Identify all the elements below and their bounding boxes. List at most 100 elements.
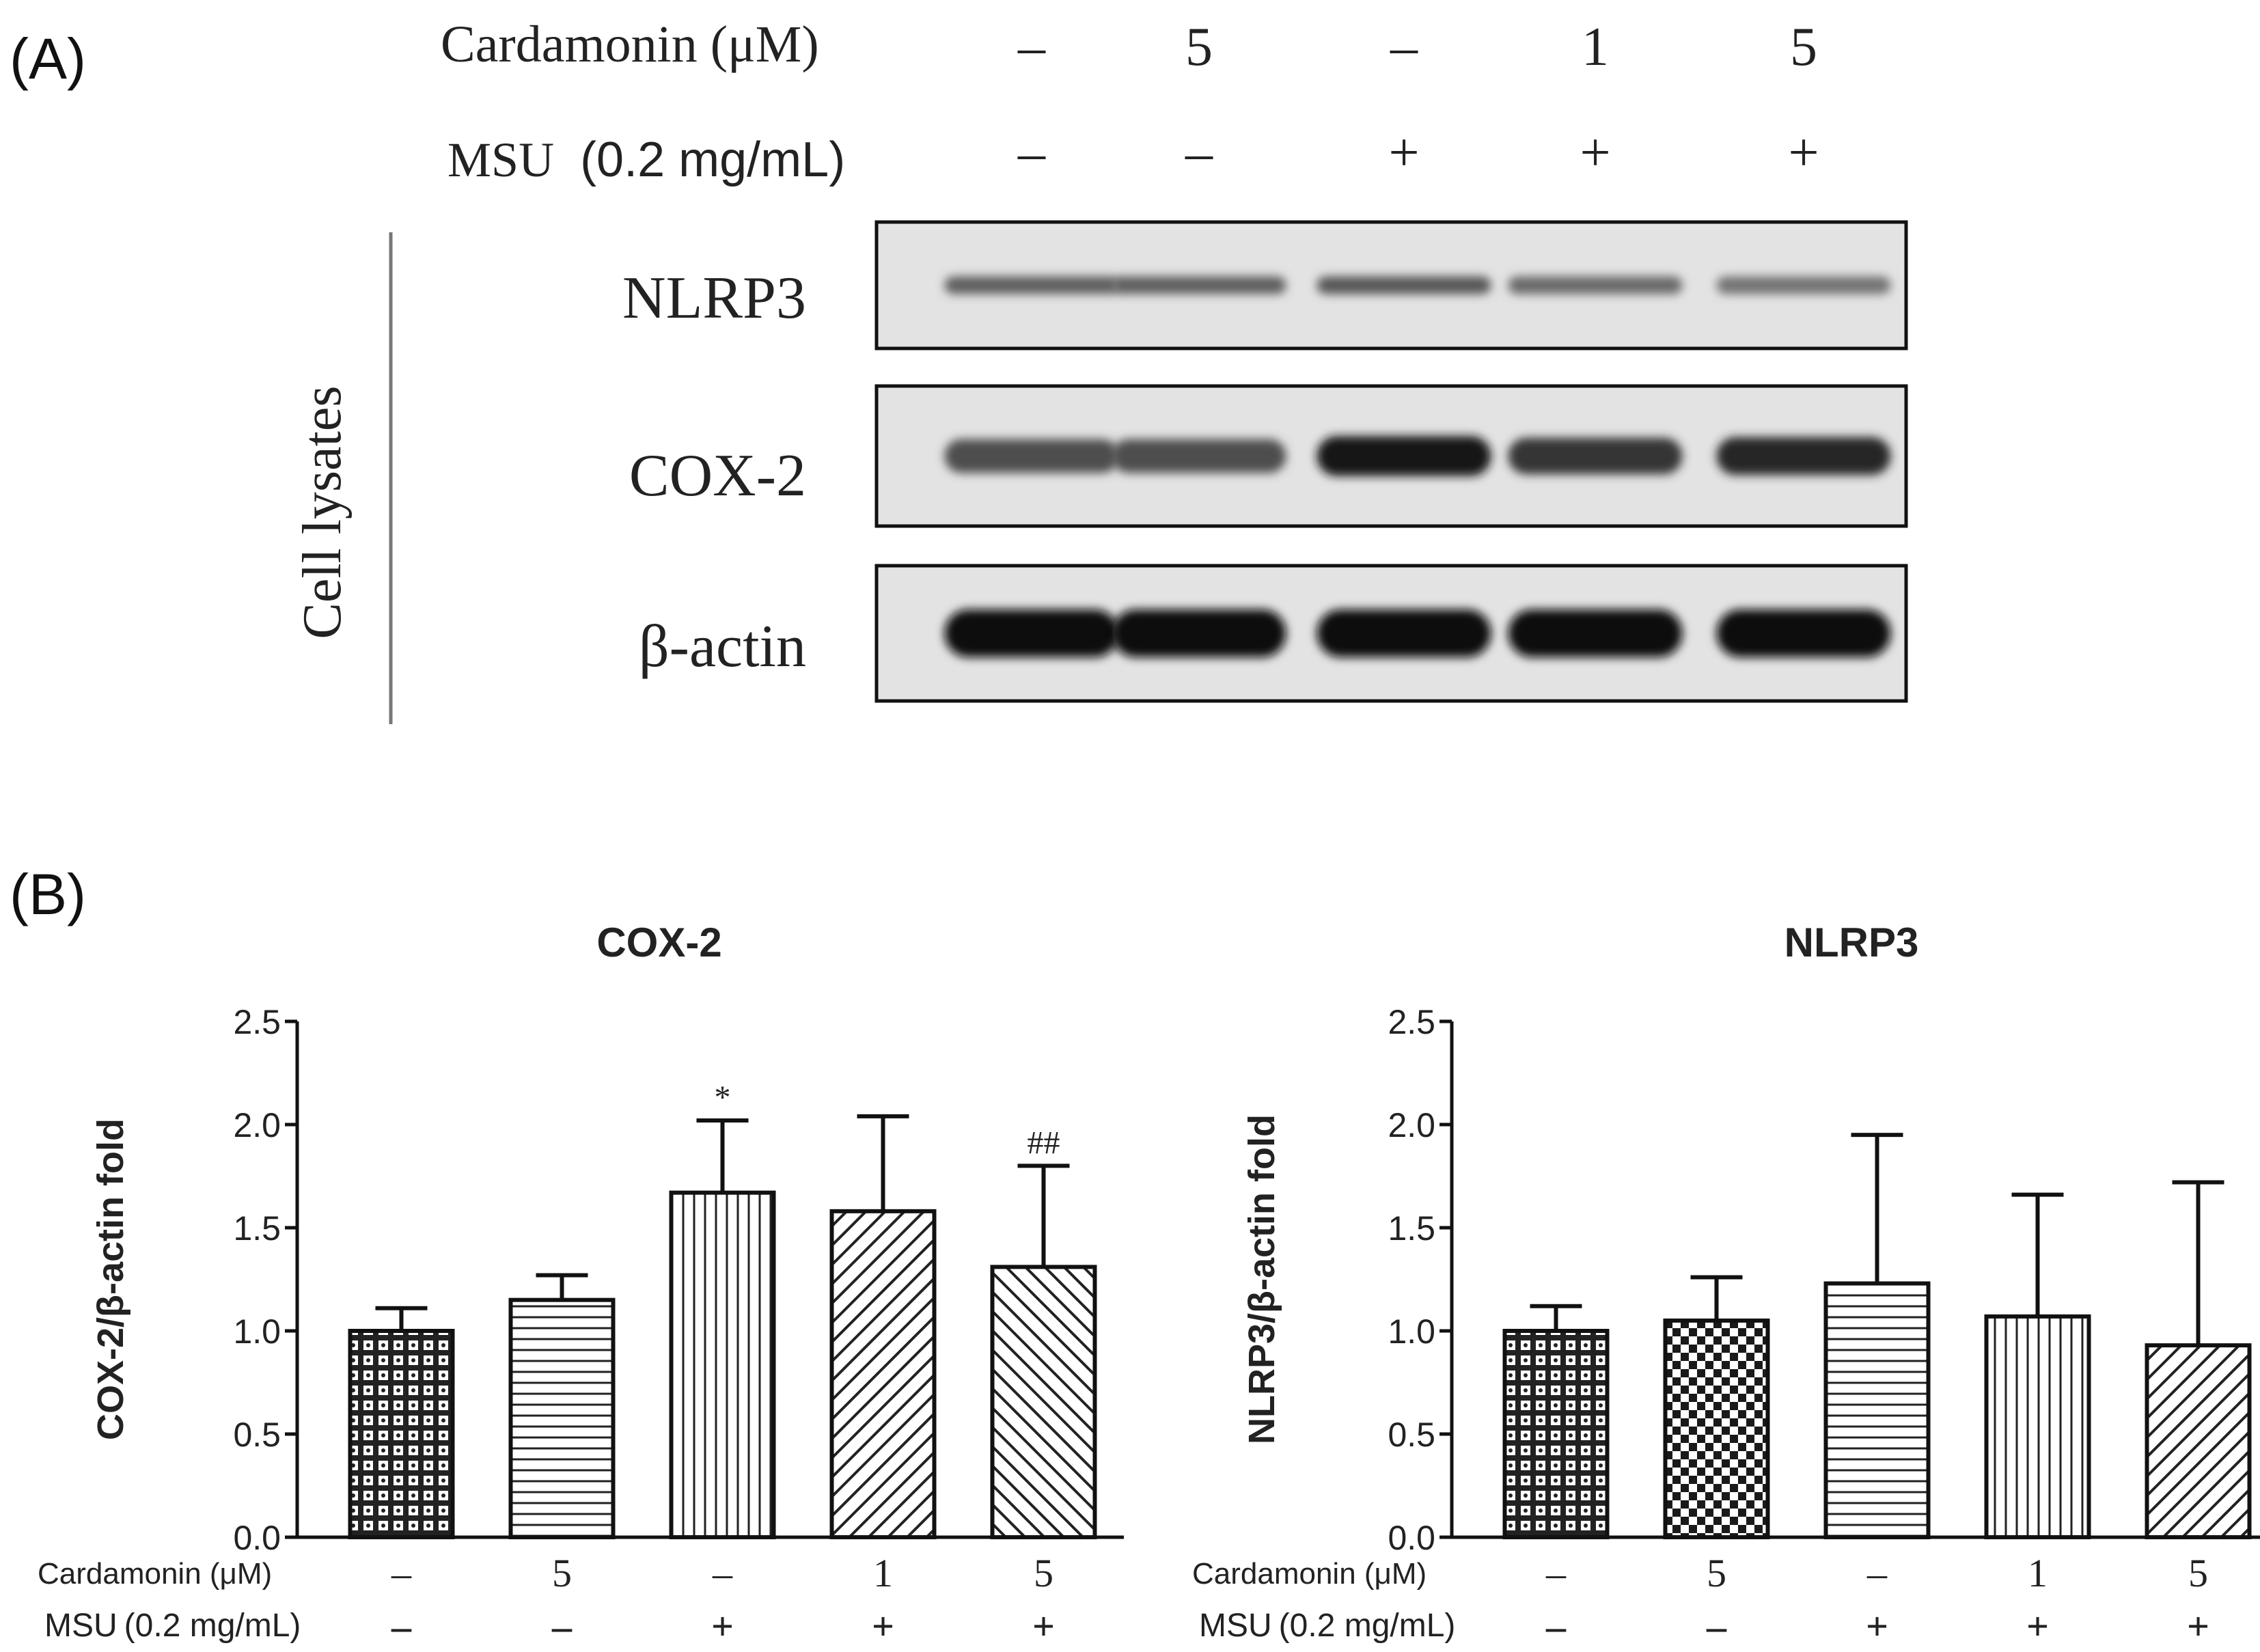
msu-value: – xyxy=(1545,1604,1567,1649)
blot-band xyxy=(1508,609,1683,657)
cardamonin-value: 5 xyxy=(1185,17,1213,77)
blot-band xyxy=(1317,609,1491,657)
msu-row-label-suffix: (0.2 mg/mL) xyxy=(1279,1608,1456,1644)
cox2-bar-chart: COX-2 COX-2/β-actin fold 0.0 0.5 1.0 1.5 2.0 2.… xyxy=(38,920,1124,1649)
y-tick-label: 1.0 xyxy=(1388,1312,1435,1351)
blot-band xyxy=(1508,437,1683,475)
blot-nlrp3: NLRP3 xyxy=(622,220,1908,350)
y-tick-label: 1.0 xyxy=(233,1312,281,1351)
cell-lysates-label: Cell lysates xyxy=(292,385,353,639)
cardamonin-value: 1 xyxy=(1582,17,1609,77)
blot-protein-label: NLRP3 xyxy=(622,265,806,331)
msu-row-label-prefix: MSU xyxy=(1199,1608,1272,1644)
msu-value: + xyxy=(872,1604,894,1649)
western-blots: NLRP3 COX-2 β-actin xyxy=(622,220,1908,703)
cardamonin-value: – xyxy=(1545,1551,1567,1595)
cardamonin-value: 5 xyxy=(2188,1551,2208,1595)
blot-protein-label: β-actin xyxy=(639,614,806,680)
bar xyxy=(508,1297,616,1539)
msu-row-values: – – + + + xyxy=(1017,123,1819,183)
panel-b: (B) COX-2 COX-2/β-actin fold 0.0 0.5 1.0 1.5 2… xyxy=(10,862,2260,1649)
blot-band xyxy=(1112,439,1286,473)
bar xyxy=(2145,1343,2252,1539)
cardamonin-value: 5 xyxy=(1034,1551,1053,1595)
blot-band xyxy=(1112,276,1286,294)
cardamonin-value: – xyxy=(1866,1551,1888,1595)
y-tick-label: 1.5 xyxy=(233,1209,281,1248)
msu-value: – xyxy=(551,1604,573,1649)
cardamonin-value: – xyxy=(712,1551,733,1595)
nlrp3-bar-chart: NLRP3 NLRP3/β-actin fold 0.0 0.5 1.0 1.5 2.0 2.… xyxy=(1192,920,2260,1649)
bar xyxy=(829,1209,937,1539)
msu-row-label-prefix: MSU xyxy=(447,133,554,187)
bar xyxy=(1663,1318,1770,1540)
cardamonin-value: – xyxy=(1390,17,1418,77)
bar xyxy=(1823,1281,1931,1540)
msu-value: – xyxy=(391,1604,412,1649)
bar xyxy=(1984,1314,2091,1539)
msu-value: + xyxy=(1580,123,1610,183)
panel-a-label: (A) xyxy=(10,27,86,91)
y-tick-label: 2.0 xyxy=(233,1106,281,1144)
y-tick-label: 0.5 xyxy=(233,1416,281,1454)
msu-value: + xyxy=(2026,1604,2049,1649)
cardamonin-row-label: Cardamonin (μM) xyxy=(1192,1557,1427,1591)
cardamonin-value: 5 xyxy=(1707,1551,1726,1595)
blot-band xyxy=(944,439,1119,473)
y-tick-label: 1.5 xyxy=(1388,1209,1435,1248)
chart-title: NLRP3 xyxy=(1784,920,1919,965)
y-tick-label: 0.5 xyxy=(1388,1416,1435,1454)
bar xyxy=(669,1190,776,1540)
blot-band xyxy=(1508,276,1683,294)
msu-row-label: MSU (0.2 mg/mL) xyxy=(447,133,845,187)
blot-protein-label: COX-2 xyxy=(629,443,806,509)
msu-value: + xyxy=(1388,123,1419,183)
blot--actin: β-actin xyxy=(639,564,1908,703)
msu-value: + xyxy=(1788,123,1819,183)
msu-value: – xyxy=(1706,1604,1727,1649)
msu-row-label-suffix: (0.2 mg/mL) xyxy=(580,133,845,187)
msu-value: + xyxy=(711,1604,734,1649)
blot-band xyxy=(944,276,1119,294)
cardamonin-value: – xyxy=(1017,17,1046,77)
msu-value: + xyxy=(1866,1604,1888,1649)
msu-value: – xyxy=(1017,123,1046,183)
cardamonin-value: 1 xyxy=(2028,1551,2048,1595)
chart-title: COX-2 xyxy=(596,920,721,965)
msu-value: – xyxy=(1185,123,1213,183)
y-tick-label: 2.5 xyxy=(1388,1003,1435,1041)
blot-band xyxy=(944,609,1119,657)
blot-band xyxy=(1716,437,1891,476)
bar xyxy=(1502,1329,1610,1539)
blot-band xyxy=(1716,276,1891,294)
significance-marker: ## xyxy=(1028,1125,1060,1161)
y-tick-label: 2.5 xyxy=(233,1003,281,1041)
msu-value: + xyxy=(2187,1604,2209,1649)
bar xyxy=(348,1329,455,1539)
bar xyxy=(990,1265,1097,1539)
y-tick-label: 0.0 xyxy=(233,1519,281,1557)
msu-row-label: MSU (0.2 mg/mL) xyxy=(44,1608,301,1644)
msu-value: + xyxy=(1032,1604,1055,1649)
blot-band xyxy=(1112,609,1286,657)
cardamonin-value: 5 xyxy=(552,1551,572,1595)
blot-cox-2: COX-2 xyxy=(629,384,1908,528)
cardamonin-row-label: Cardamonin (μM) xyxy=(441,16,819,73)
blot-band xyxy=(1716,609,1891,657)
y-axis-label: COX-2/β-actin fold xyxy=(90,1118,131,1440)
significance-marker: * xyxy=(715,1079,731,1116)
cardamonin-value: 5 xyxy=(1790,17,1817,77)
msu-row-label-suffix: (0.2 mg/mL) xyxy=(124,1608,301,1644)
msu-row-label: MSU (0.2 mg/mL) xyxy=(1199,1608,1455,1644)
y-tick-label: 0.0 xyxy=(1388,1519,1435,1557)
msu-row-label-prefix: MSU xyxy=(44,1608,118,1644)
blot-band xyxy=(1317,436,1491,476)
cardamonin-row-values: – 5 – 1 5 xyxy=(1017,17,1817,77)
cardamonin-value: – xyxy=(391,1551,412,1595)
panel-a: (A) Cardamonin (μM) – 5 – 1 5 MSU (0.2 mg/mL… xyxy=(10,16,1908,724)
y-tick-label: 2.0 xyxy=(1388,1106,1435,1144)
y-axis-label: NLRP3/β-actin fold xyxy=(1241,1114,1282,1444)
blot-band xyxy=(1317,276,1491,294)
panel-b-label: (B) xyxy=(10,862,86,926)
